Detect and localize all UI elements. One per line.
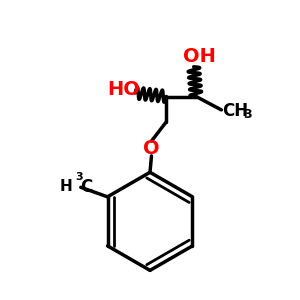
Text: C: C: [80, 178, 92, 196]
Text: 3: 3: [75, 172, 83, 182]
Text: H: H: [60, 179, 73, 194]
Text: O: O: [143, 139, 160, 158]
Text: HO: HO: [107, 80, 140, 100]
Text: 3: 3: [243, 108, 252, 121]
Text: OH: OH: [183, 47, 216, 67]
Text: CH: CH: [223, 102, 249, 120]
